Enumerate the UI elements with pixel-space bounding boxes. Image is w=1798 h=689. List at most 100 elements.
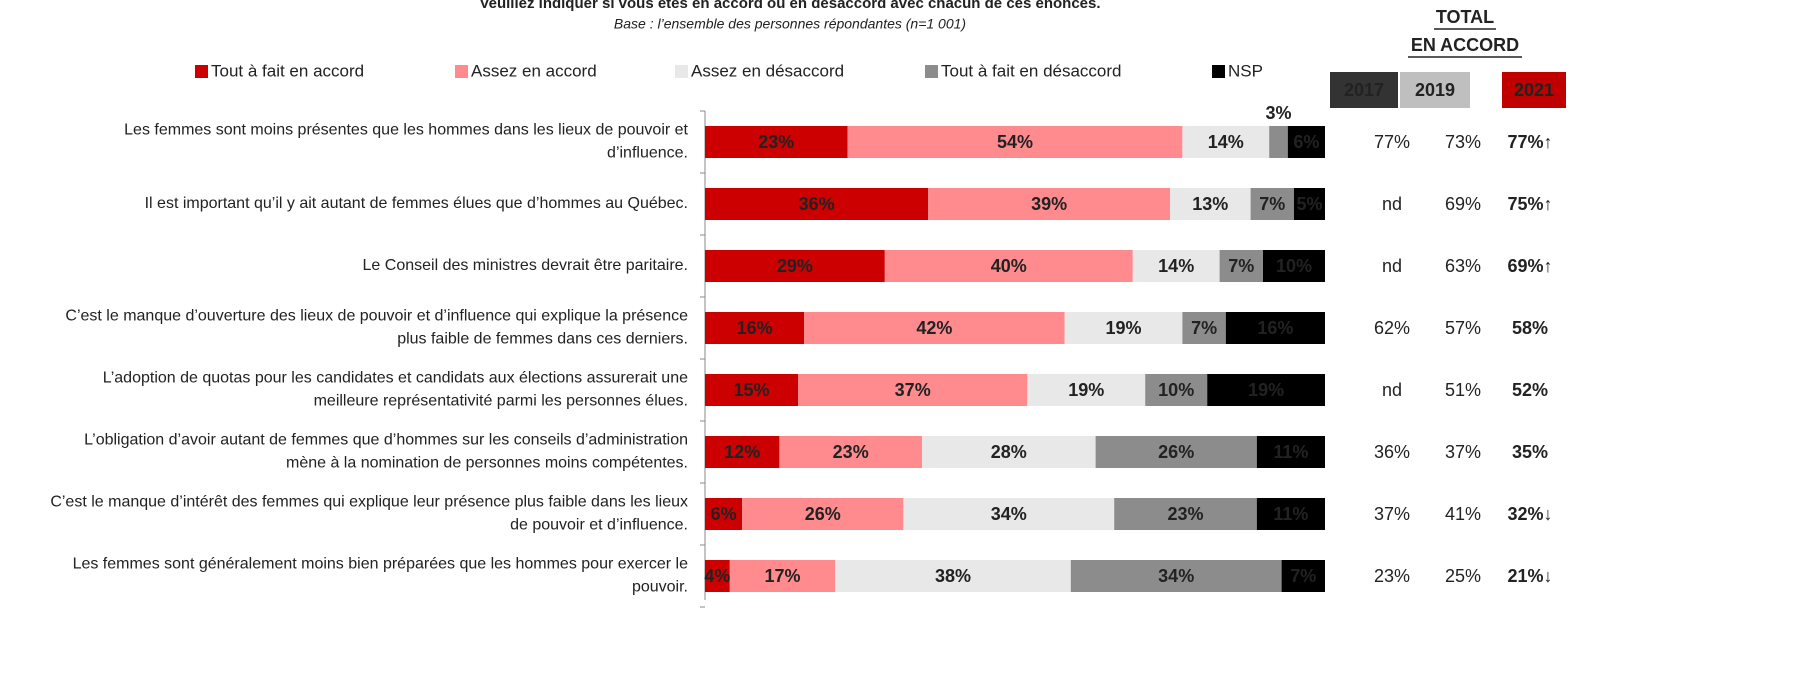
value-label: 34% [991,504,1027,524]
value-label: 16% [1257,318,1293,338]
table-cell: 23% [1374,566,1410,586]
table-cell: nd [1382,380,1402,400]
table-cell: 69% [1445,194,1481,214]
table-cell: 63% [1445,256,1481,276]
bar-segment [1182,126,1270,158]
bar-segment [779,436,922,468]
value-label: 7% [1191,318,1217,338]
legend-label: NSP [1228,61,1263,80]
table-cell: 21%↓ [1507,566,1552,586]
bar-segment [1287,126,1325,158]
bar-segment [884,250,1133,282]
value-label: 19% [1105,318,1141,338]
value-label: 26% [805,504,841,524]
table-cell: 75%↑ [1507,194,1552,214]
table-cell: 37% [1445,442,1481,462]
table-cell: 51% [1445,380,1481,400]
bar-segment [1263,250,1325,282]
year-header: 2019 [1415,80,1455,100]
table-cell: 37% [1374,504,1410,524]
legend-label: Tout à fait en désaccord [941,61,1122,80]
category-label: C’est le manque d’ouverture des lieux de… [65,308,688,325]
table-cell: nd [1382,194,1402,214]
value-label: 40% [991,256,1027,276]
table-cell: 41% [1445,504,1481,524]
year-header-bg [1502,72,1566,108]
value-label: 5% [1296,194,1322,214]
value-label: 6% [711,504,737,524]
legend-label: Tout à fait en accord [211,61,364,80]
table-cell: 32%↓ [1507,504,1552,524]
value-label: 7% [1290,566,1316,586]
table-cell: 69%↑ [1507,256,1552,276]
category-label: Le Conseil des ministres devrait être pa… [363,257,688,274]
table-title: EN ACCORD [1411,35,1519,55]
bar-segment [742,498,904,530]
bar-segment [705,374,798,406]
value-label: 37% [895,380,931,400]
value-label: 38% [935,566,971,586]
value-label: 10% [1276,256,1312,276]
value-label: 36% [799,194,835,214]
table-cell: 62% [1374,318,1410,338]
category-label: Les femmes sont généralement moins bien … [73,556,689,573]
bar-segment [804,312,1065,344]
value-label: 4% [704,566,730,586]
bar-segment [1070,560,1282,592]
bar-segment [705,436,780,468]
category-label: Les femmes sont moins présentes que les … [124,122,688,139]
category-label: C’est le manque d’intérêt des femmes qui… [50,494,688,511]
bar-segment [729,560,836,592]
value-label: 19% [1068,380,1104,400]
bar-segment [1269,126,1288,158]
bar-segment [705,560,730,592]
legend-label: Assez en accord [471,61,597,80]
table-cell: 35% [1512,442,1548,462]
bar-segment [835,560,1071,592]
value-label: 6% [1293,132,1319,152]
bar-segment [903,498,1115,530]
value-label: 23% [758,132,794,152]
category-label: L’adoption de quotas pour les candidates… [103,370,688,387]
value-label: 26% [1158,442,1194,462]
year-header-bg [1330,72,1398,108]
table-title: TOTAL [1436,7,1494,27]
table-cell: 77%↑ [1507,132,1552,152]
legend-swatch [1212,65,1225,78]
bar-segment [705,498,743,530]
value-label: 13% [1192,194,1228,214]
value-label: 23% [1167,504,1203,524]
table-cell: 58% [1512,318,1548,338]
bar-segment [705,250,885,282]
value-label: 7% [1259,194,1285,214]
legend-swatch [455,65,468,78]
bar-segment [1294,188,1325,220]
category-label: L’obligation d’avoir autant de femmes qu… [84,432,688,449]
value-label: 19% [1248,380,1284,400]
value-label: 34% [1158,566,1194,586]
value-label: 16% [737,318,773,338]
bar-segment [1095,436,1257,468]
bar-segment [1225,312,1325,344]
table-cell: 57% [1445,318,1481,338]
bar-segment [1132,250,1220,282]
table-cell: 52% [1512,380,1548,400]
value-label: 39% [1031,194,1067,214]
bar-segment [1281,560,1325,592]
bar-segment [1114,498,1257,530]
value-label: 14% [1158,256,1194,276]
category-label: meilleure représentativité parmi les per… [314,393,688,410]
value-label: 3% [1265,103,1291,123]
category-label: de pouvoir et d’influence. [510,517,688,534]
category-label: plus faible de femmes dans ces derniers. [397,331,688,348]
value-label: 15% [733,380,769,400]
bar-segment [1064,312,1183,344]
bar-segment [1027,374,1146,406]
table-cell: 73% [1445,132,1481,152]
table-cell: 77% [1374,132,1410,152]
chart-title: Veuillez indiquer si vous êtes en accord… [479,0,1100,12]
table-cell: nd [1382,256,1402,276]
value-label: 17% [764,566,800,586]
year-header: 2017 [1344,80,1384,100]
bar-segment [1219,250,1263,282]
